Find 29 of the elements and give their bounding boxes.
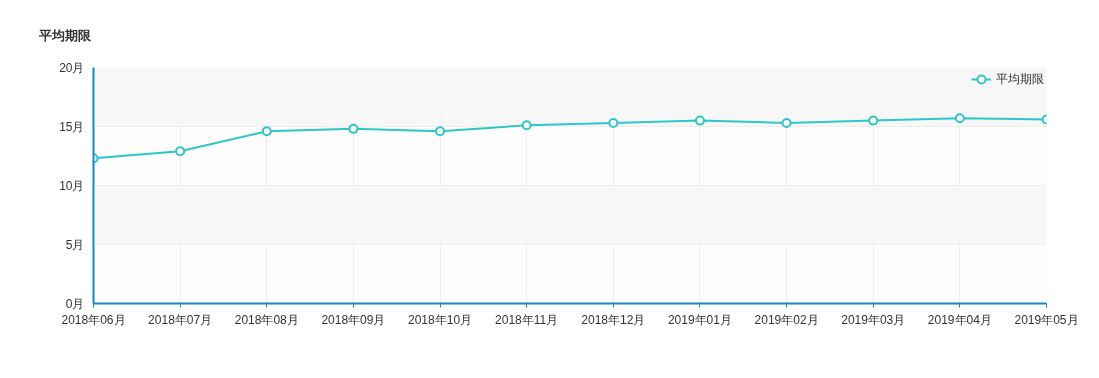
chart-title: 平均期限 <box>37 27 92 43</box>
point <box>348 123 359 134</box>
y-tick-label: 10月 <box>59 178 85 193</box>
x-tick-label: 2018年12月 <box>581 312 646 327</box>
point <box>608 117 619 128</box>
point <box>261 126 272 137</box>
y-tick-label: 15月 <box>59 119 85 134</box>
y-tick-label: 5月 <box>65 237 85 252</box>
x-tick-label: 2018年09月 <box>321 312 386 327</box>
point <box>521 120 532 131</box>
point <box>694 115 705 126</box>
point <box>868 115 879 126</box>
x-tick-label: 2018年10月 <box>408 312 473 327</box>
point <box>954 113 965 124</box>
x-tick-label: 2019年02月 <box>754 312 819 327</box>
point <box>175 146 186 157</box>
point <box>435 126 446 137</box>
x-tick-label: 2018年07月 <box>148 312 213 327</box>
x-tick-label: 2019年03月 <box>841 312 906 327</box>
legend-label: 平均期限 <box>996 70 1044 88</box>
y-tick-label: 20月 <box>59 60 85 75</box>
point <box>781 117 792 128</box>
x-tick-label: 2019年04月 <box>927 312 992 327</box>
x-tick-label: 2018年06月 <box>61 312 126 327</box>
x-tick-label: 2019年05月 <box>1014 312 1079 327</box>
x-tick-label: 2019年01月 <box>667 312 732 327</box>
x-tick-label: 2018年08月 <box>234 312 299 327</box>
y-tick-label: 0月 <box>65 296 85 311</box>
x-tick-label: 2018年11月 <box>495 312 559 327</box>
